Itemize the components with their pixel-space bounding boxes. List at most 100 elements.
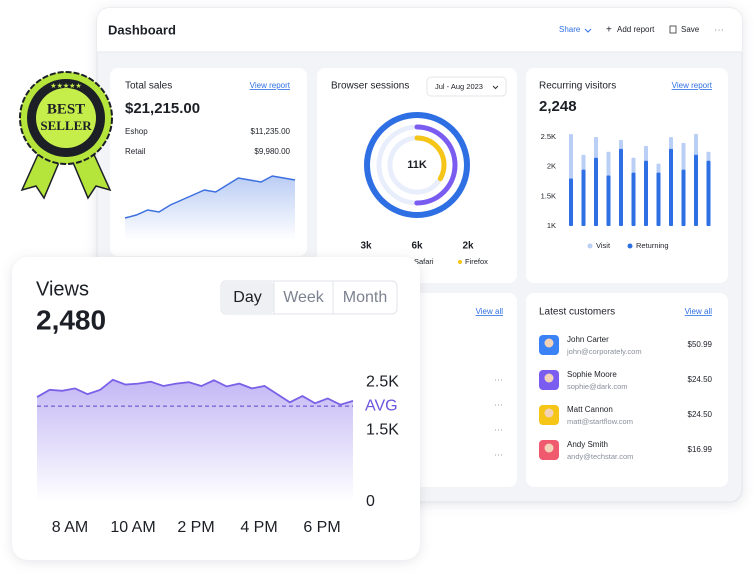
- avg-label: AVG: [365, 397, 398, 414]
- x-tick-label: 8 AM: [52, 519, 88, 536]
- period-select[interactable]: [426, 76, 507, 97]
- legend-dot: [627, 243, 633, 249]
- add-icon: +: [606, 25, 612, 36]
- tab-active-bg: [222, 282, 274, 313]
- share-caret: [584, 28, 592, 33]
- customer-name: Matt Cannon: [567, 405, 613, 414]
- customer-amount: $24.50: [688, 410, 713, 419]
- customer-amount: $50.99: [688, 340, 713, 349]
- bar: [681, 169, 686, 226]
- share-button[interactable]: Share: [559, 25, 581, 34]
- legend-label: Returning: [636, 241, 669, 250]
- y-tick-label: 2K: [547, 162, 556, 171]
- customer-name: John Carter: [567, 335, 609, 344]
- ring-arc: [376, 124, 458, 206]
- bar: [656, 172, 661, 226]
- ring-arc: [364, 112, 470, 218]
- legend-label: Safari: [414, 257, 434, 266]
- row-value: $9,980.00: [254, 147, 290, 156]
- view-report-link[interactable]: View report: [250, 81, 291, 90]
- x-tick-label: 4 PM: [240, 519, 277, 536]
- bar: [569, 178, 573, 226]
- center-label: 11K: [407, 159, 427, 171]
- sales-amount: $21,215.00: [125, 100, 200, 117]
- bar: [669, 148, 673, 226]
- bar: [606, 175, 611, 226]
- row-menu[interactable]: ···: [494, 449, 503, 459]
- area: [37, 379, 353, 502]
- row-menu[interactable]: ···: [494, 424, 503, 434]
- view-all-link[interactable]: View all: [476, 307, 504, 316]
- legend-dot: [458, 260, 462, 264]
- value-label: 3k: [360, 241, 372, 252]
- y-tick-label: 1K: [547, 221, 556, 230]
- customer-email: sophie@dark.com: [567, 382, 628, 391]
- card-title: Recurring visitors: [539, 81, 616, 92]
- save-icon: [669, 25, 677, 34]
- tabs: Day Week Month: [222, 281, 387, 314]
- bar: [694, 154, 698, 226]
- visitors-total: 2,248: [539, 98, 577, 115]
- y-tick-label: 2.5K: [366, 373, 399, 390]
- customer-amount: $16.99: [688, 445, 713, 454]
- period-caret: [492, 85, 499, 90]
- legend-dot: [587, 243, 593, 249]
- line: [124, 175, 296, 219]
- card-title: Browser sessions: [331, 81, 409, 92]
- customer-amount: $24.50: [688, 375, 713, 384]
- value-label: 6k: [411, 241, 423, 252]
- area: [125, 176, 295, 240]
- bar: [619, 148, 623, 226]
- row-menu[interactable]: ···: [494, 399, 503, 409]
- customer-email: matt@startflow.com: [567, 417, 633, 426]
- row-label: Retail: [125, 147, 146, 156]
- legend-label: Firefox: [465, 257, 488, 266]
- card-title: Total sales: [125, 81, 172, 92]
- view-all-link[interactable]: View all: [685, 307, 713, 316]
- recurring-visitors-card: [526, 68, 728, 283]
- badge-stars: ★★★★★: [50, 82, 81, 90]
- bar: [706, 160, 711, 226]
- avatar-face: [544, 408, 554, 418]
- dashboard-title: Dashboard: [108, 22, 176, 37]
- tab[interactable]: Week: [283, 289, 325, 306]
- card-title: Latest customers: [539, 307, 615, 318]
- tab[interactable]: Day: [233, 289, 261, 306]
- customer-name: Sophie Moore: [567, 370, 617, 379]
- x-tick-label: 6 PM: [303, 519, 340, 536]
- period-label: Jul - Aug 2023: [435, 82, 483, 91]
- badge-line: BEST: [47, 101, 85, 117]
- customer-email: john@corporately.com: [566, 347, 642, 356]
- views-total: 2,480: [36, 304, 106, 335]
- y-tick-label: 1.5K: [541, 191, 556, 200]
- y-tick-label: 1.5K: [366, 421, 399, 438]
- add-report-button[interactable]: Add report: [617, 25, 655, 34]
- customer-list: John Carter john@corporately.com $50.99 Sop…: [539, 335, 713, 461]
- row-value: $11,235.00: [251, 127, 291, 136]
- browser-sessions-card: [317, 68, 517, 283]
- bar: [631, 172, 636, 226]
- customer-name: Andy Smith: [567, 440, 608, 449]
- bar: [594, 157, 598, 226]
- y-tick-label: 0: [366, 493, 375, 510]
- save-button[interactable]: Save: [681, 25, 700, 34]
- tab[interactable]: Month: [343, 289, 387, 306]
- badge-line: SELLER: [40, 118, 92, 133]
- avatar-face: [544, 338, 554, 348]
- best-seller-badge: BEST SELLER ★★★★★: [19, 71, 113, 200]
- y-tick-label: 2.5K: [541, 132, 556, 141]
- more-menu[interactable]: ···: [714, 25, 724, 36]
- row-menu[interactable]: ···: [494, 374, 503, 384]
- view-report-link[interactable]: View report: [672, 81, 713, 90]
- legend-label: Visit: [596, 241, 611, 250]
- ring-arc: [387, 135, 447, 195]
- x-tick-label: 2 PM: [177, 519, 214, 536]
- bar: [581, 169, 586, 226]
- avatar-face: [544, 443, 554, 453]
- customer-email: andy@techstar.com: [567, 452, 633, 461]
- avatar-face: [544, 373, 554, 383]
- line: [36, 378, 354, 406]
- bar: [644, 160, 648, 226]
- latest-customers-card: [526, 293, 728, 487]
